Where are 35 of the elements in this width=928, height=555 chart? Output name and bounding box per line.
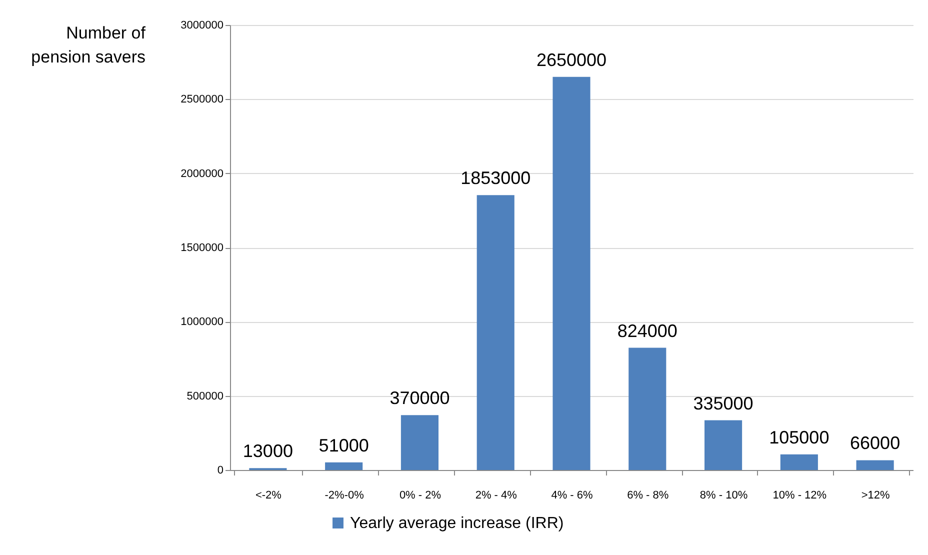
data-label: 335000 <box>693 393 754 414</box>
y-tick-label: 3000000 <box>180 20 224 32</box>
y-tick-label: 2000000 <box>180 168 224 180</box>
bar <box>400 415 439 470</box>
data-label: 370000 <box>390 388 450 408</box>
bar <box>780 454 818 470</box>
bar <box>476 195 514 470</box>
data-label: 105000 <box>769 427 830 448</box>
legend-label: Yearly average increase (IRR) <box>350 515 564 532</box>
x-tick-label: 10% - 12% <box>772 490 827 502</box>
x-tick-label: 6% - 8% <box>627 490 669 502</box>
y-tick-label: 2500000 <box>180 94 224 106</box>
x-tick-label: 4% - 6% <box>551 490 593 502</box>
x-tick-label: 2% - 4% <box>475 490 518 502</box>
data-label: 66000 <box>850 433 900 454</box>
bar <box>552 76 590 470</box>
x-tick-label: 0% - 2% <box>399 490 442 502</box>
data-label: 1853000 <box>460 168 531 188</box>
y-tick-label: 0 <box>217 464 224 476</box>
data-label: 824000 <box>617 320 678 341</box>
bar <box>704 420 742 470</box>
y-axis-title: Number of pension savers <box>31 24 146 66</box>
bar <box>325 462 363 470</box>
bar <box>856 460 894 470</box>
x-tick-label: -2%-0% <box>324 490 364 502</box>
bar <box>628 348 666 470</box>
data-label: 2650000 <box>536 50 607 70</box>
data-label: 51000 <box>318 435 369 456</box>
y-tick-label: 500000 <box>186 390 224 402</box>
y-tick-label: 1500000 <box>180 242 224 254</box>
x-tick-label: <-2% <box>255 490 282 502</box>
data-label: 13000 <box>242 441 293 462</box>
x-tick-label: >12% <box>861 490 890 502</box>
y-tick-label: 1000000 <box>180 316 224 328</box>
x-tick-label: 8% - 10% <box>700 490 748 502</box>
